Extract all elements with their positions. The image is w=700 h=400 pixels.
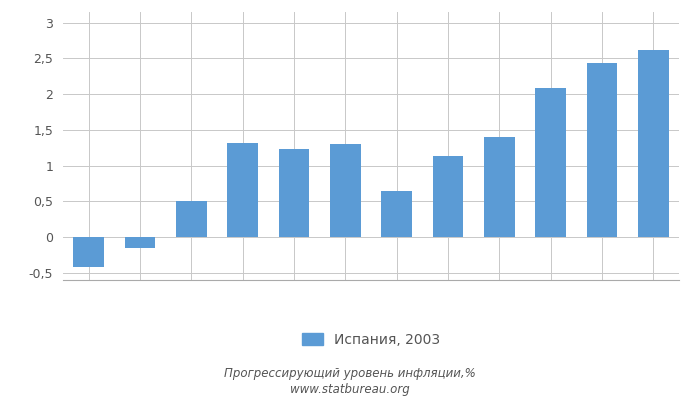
Bar (484, 137, 514, 237)
Bar (279, 149, 309, 237)
Bar (228, 143, 258, 237)
Bar (125, 237, 155, 248)
Bar (433, 156, 463, 237)
Legend: Испания, 2003: Испания, 2003 (296, 327, 446, 352)
Bar (382, 191, 412, 237)
Text: www.statbureau.org: www.statbureau.org (290, 384, 410, 396)
Bar (74, 237, 104, 267)
Bar (638, 50, 668, 237)
Bar (536, 88, 566, 237)
Bar (176, 201, 206, 237)
Bar (587, 63, 617, 237)
Bar (330, 144, 360, 237)
Text: Прогрессирующий уровень инфляции,%: Прогрессирующий уровень инфляции,% (224, 368, 476, 380)
